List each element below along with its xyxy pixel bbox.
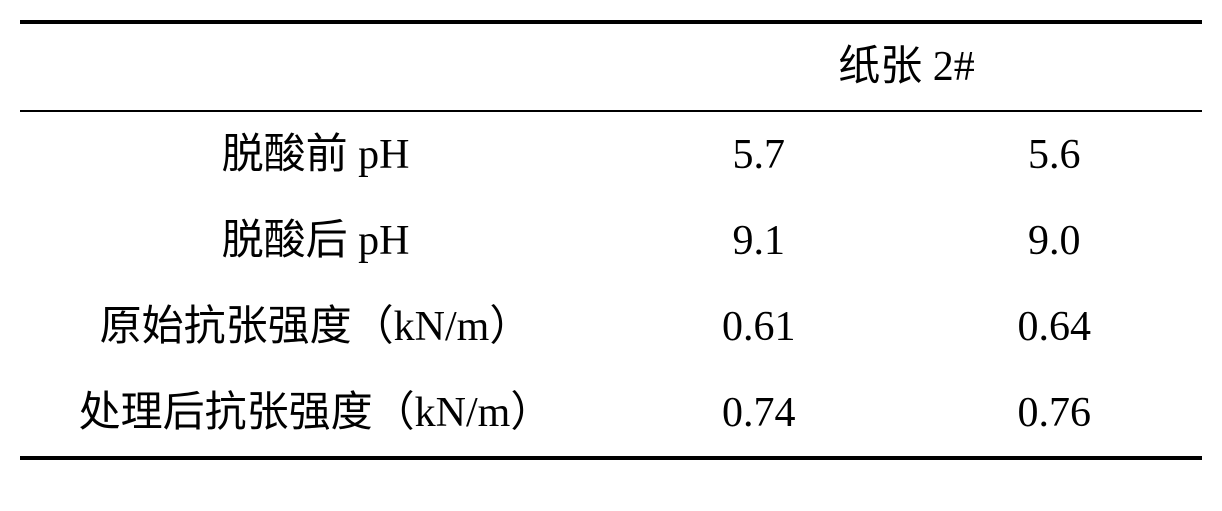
row-value: 9.0	[907, 198, 1203, 284]
row-label: 处理后抗张强度（kN/m）	[20, 370, 611, 458]
header-blank	[20, 22, 611, 111]
table-row: 脱酸前 pH 5.7 5.6	[20, 111, 1202, 198]
row-label: 脱酸后 pH	[20, 198, 611, 284]
table-row: 原始抗张强度（kN/m） 0.61 0.64	[20, 284, 1202, 370]
table-header-row: 纸张 2#	[20, 22, 1202, 111]
row-value: 0.74	[611, 370, 907, 458]
row-value: 0.76	[907, 370, 1203, 458]
header-paper-2: 纸张 2#	[611, 22, 1202, 111]
row-value: 9.1	[611, 198, 907, 284]
row-label: 原始抗张强度（kN/m）	[20, 284, 611, 370]
row-value: 5.6	[907, 111, 1203, 198]
row-value: 0.64	[907, 284, 1203, 370]
row-value: 0.61	[611, 284, 907, 370]
data-table: 纸张 2# 脱酸前 pH 5.7 5.6 脱酸后 pH 9.1 9.0 原始抗张…	[20, 20, 1202, 460]
table: 纸张 2# 脱酸前 pH 5.7 5.6 脱酸后 pH 9.1 9.0 原始抗张…	[20, 20, 1202, 460]
row-label: 脱酸前 pH	[20, 111, 611, 198]
table-row: 处理后抗张强度（kN/m） 0.74 0.76	[20, 370, 1202, 458]
table-row: 脱酸后 pH 9.1 9.0	[20, 198, 1202, 284]
row-value: 5.7	[611, 111, 907, 198]
